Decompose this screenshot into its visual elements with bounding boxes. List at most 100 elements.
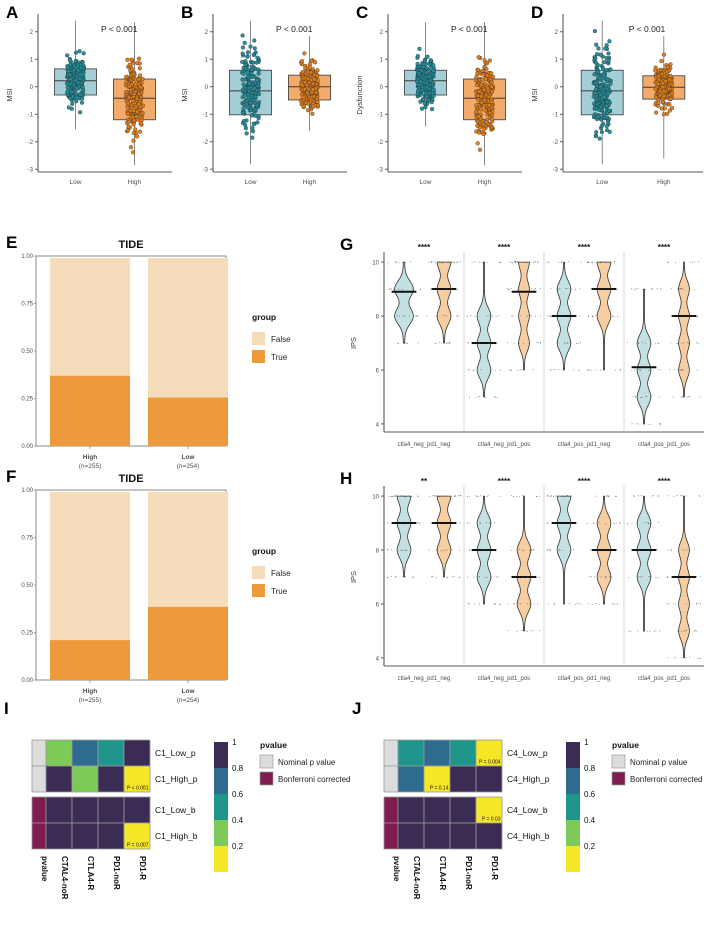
data-point xyxy=(484,576,486,578)
data-point xyxy=(658,342,660,344)
data-point xyxy=(127,84,132,89)
data-point xyxy=(467,522,469,524)
data-point xyxy=(432,261,434,263)
data-point xyxy=(578,342,580,344)
data-point xyxy=(125,105,130,110)
data-point xyxy=(485,73,490,78)
data-point xyxy=(477,496,479,497)
data-point xyxy=(605,76,610,82)
data-point xyxy=(500,369,502,371)
data-point xyxy=(539,630,541,632)
data-point xyxy=(438,496,440,498)
data-point xyxy=(399,262,401,264)
heatmap-cell xyxy=(475,796,503,824)
data-point xyxy=(617,603,619,605)
jitter-points xyxy=(506,261,541,371)
colorbar-band xyxy=(566,846,580,872)
row-label: C4_Low_p xyxy=(507,748,548,758)
data-point xyxy=(513,342,515,344)
data-point xyxy=(557,289,559,290)
data-point xyxy=(475,67,480,72)
data-point xyxy=(403,342,405,344)
significance-marker: **** xyxy=(418,243,431,252)
y-tick-label: 0.00 xyxy=(21,444,33,450)
y-tick-label: 2 xyxy=(205,30,209,36)
data-point xyxy=(619,522,621,524)
data-point xyxy=(489,99,494,104)
data-point xyxy=(302,76,307,81)
data-point xyxy=(676,343,678,344)
data-point xyxy=(395,576,397,578)
data-point xyxy=(657,369,659,370)
y-tick-label: -1 xyxy=(203,112,209,118)
data-point xyxy=(468,369,470,371)
data-point xyxy=(444,549,446,551)
data-point xyxy=(311,87,316,92)
data-point xyxy=(690,262,692,264)
y-tick-label: 0 xyxy=(205,85,209,91)
y-tick-label: -2 xyxy=(203,140,209,146)
data-point xyxy=(602,115,607,120)
data-point xyxy=(667,495,669,497)
data-point xyxy=(307,65,312,70)
data-point xyxy=(530,315,532,316)
data-point xyxy=(486,261,488,263)
data-point xyxy=(650,288,652,290)
data-point xyxy=(667,102,672,107)
data-point xyxy=(448,261,450,263)
data-point xyxy=(569,288,571,290)
data-point xyxy=(650,396,652,397)
data-point xyxy=(682,288,684,290)
heatmap-cell xyxy=(45,739,73,767)
data-point xyxy=(550,288,552,289)
data-point xyxy=(539,343,541,345)
panel-label-b: B xyxy=(181,3,194,22)
data-point xyxy=(650,522,652,524)
legend-swatch xyxy=(259,754,274,769)
data-point xyxy=(255,103,260,108)
data-point xyxy=(526,316,527,317)
data-point xyxy=(667,603,668,605)
y-tick-label: 2 xyxy=(380,30,384,36)
data-point xyxy=(415,91,420,96)
data-point xyxy=(538,495,540,497)
data-point xyxy=(124,89,129,95)
data-point xyxy=(694,549,695,551)
data-point xyxy=(490,117,495,122)
data-point xyxy=(674,657,676,658)
data-point xyxy=(494,396,496,398)
column-label: CTAL4-noR xyxy=(60,856,69,900)
data-point xyxy=(593,60,598,65)
data-point xyxy=(128,145,133,150)
data-point xyxy=(139,121,144,126)
data-point xyxy=(304,100,309,105)
data-point xyxy=(512,261,513,263)
data-point xyxy=(485,396,487,398)
data-point xyxy=(388,289,390,290)
data-point xyxy=(532,629,534,631)
data-point xyxy=(436,549,438,551)
data-point xyxy=(457,261,459,263)
data-point xyxy=(474,369,476,371)
heatmap-cell xyxy=(423,796,451,824)
colorbar-band xyxy=(214,846,228,872)
data-point xyxy=(506,288,508,290)
data-point xyxy=(451,576,453,578)
data-point xyxy=(527,576,529,578)
data-point xyxy=(594,42,599,47)
data-point xyxy=(240,87,245,92)
category-label: Low xyxy=(182,454,196,461)
data-point xyxy=(558,262,560,264)
data-point xyxy=(314,90,319,95)
data-point xyxy=(645,395,647,397)
data-point xyxy=(699,396,701,398)
y-tick-label: 1 xyxy=(30,57,34,63)
data-point xyxy=(675,604,677,605)
data-point xyxy=(550,316,551,317)
data-point xyxy=(446,342,448,344)
data-point xyxy=(673,369,675,371)
data-point xyxy=(136,56,142,61)
data-point xyxy=(70,94,75,99)
data-point xyxy=(566,288,568,289)
data-point xyxy=(659,58,664,64)
